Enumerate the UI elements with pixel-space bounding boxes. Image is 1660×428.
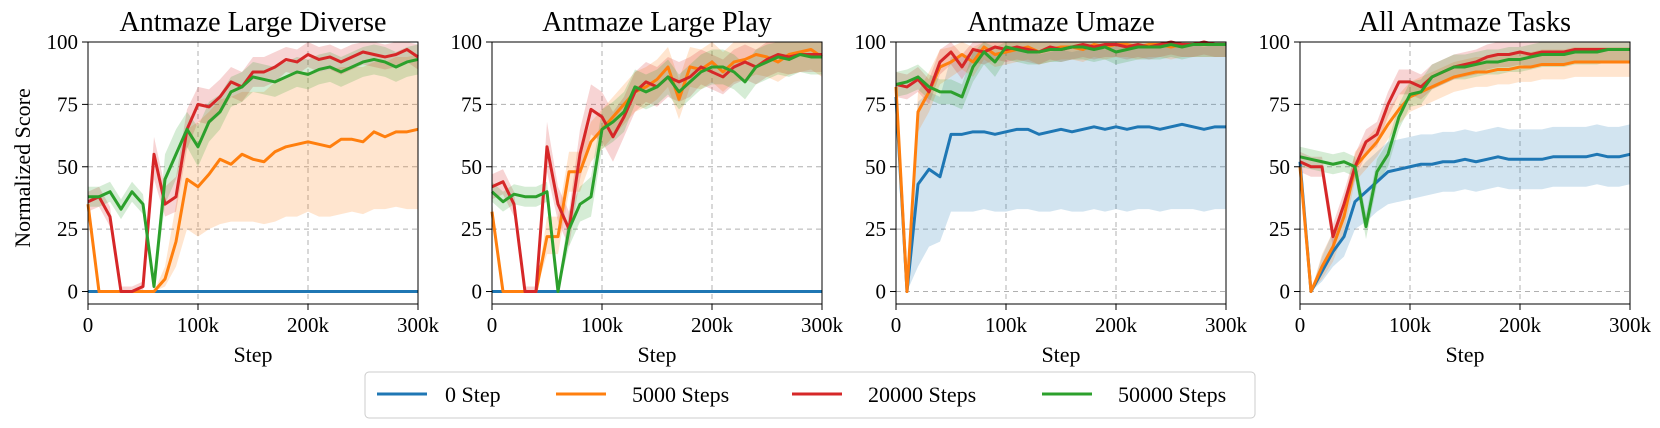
band-20000-steps	[492, 42, 822, 292]
x-tick-label-100k: 100k	[985, 313, 1028, 337]
legend-entry-5000-steps: 5000 Steps	[556, 382, 729, 407]
y-tick-label-0: 0	[472, 280, 483, 304]
y-tick-label-50: 50	[461, 155, 482, 179]
line-0-step	[1298, 152, 1631, 294]
chart-panels: Antmaze Large Diverse 0 25 50 75 100 0 100k 200k…	[47, 7, 1652, 367]
line-5000-steps	[490, 47, 823, 294]
chart-title: Antmaze Umaze	[967, 7, 1154, 38]
band-0-step	[896, 42, 1226, 292]
y-tick-label-25: 25	[865, 217, 886, 241]
line-50000-steps	[88, 57, 419, 289]
line-5000-steps	[894, 43, 1226, 294]
y-tick-label-50: 50	[865, 155, 886, 179]
y-tick-label-0: 0	[1280, 280, 1291, 304]
x-tick-label-0: 0	[487, 313, 498, 337]
y-tick-label-75: 75	[1269, 92, 1290, 116]
y-tick-label-25: 25	[461, 217, 482, 241]
x-tick-label-200k: 200k	[691, 313, 734, 337]
x-axis-label: Step	[1041, 342, 1080, 367]
legend-label-50000-steps: 50000 Steps	[1118, 382, 1226, 407]
y-tick-label-25: 25	[57, 217, 78, 241]
legend-label-0-step: 0 Step	[445, 382, 501, 407]
y-tick-label-50: 50	[1269, 155, 1290, 179]
x-tick-label-0: 0	[1295, 313, 1306, 337]
y-tick-label-0: 0	[876, 280, 887, 304]
x-tick-label-0: 0	[891, 313, 902, 337]
band-0-step	[1300, 124, 1630, 292]
line-50000-steps	[490, 52, 822, 294]
line-50000-steps	[1299, 47, 1630, 229]
x-tick-label-200k: 200k	[1499, 313, 1542, 337]
line-5000-steps	[86, 127, 419, 294]
band-50000-steps	[492, 42, 822, 292]
y-tick-label-75: 75	[57, 92, 78, 116]
chart-all-antmaze-tasks: All Antmaze Tasks 0 25 50 75 100 0 100k 200k 300k…	[1259, 7, 1652, 367]
legend-entry-20000-steps: 20000 Steps	[792, 382, 976, 407]
legend-label-5000-steps: 5000 Steps	[632, 382, 729, 407]
x-tick-label-300k: 300k	[801, 313, 844, 337]
line-50000-steps	[895, 43, 1226, 99]
chart-title: Antmaze Large Diverse	[120, 7, 387, 38]
plot-frame	[87, 41, 419, 305]
y-tick-label-75: 75	[461, 92, 482, 116]
chart-title: Antmaze Large Play	[542, 7, 772, 38]
band-5000-steps	[492, 42, 822, 292]
chart-title: All Antmaze Tasks	[1359, 7, 1571, 38]
y-tick-label-75: 75	[865, 92, 886, 116]
legend-label-20000-steps: 20000 Steps	[868, 382, 976, 407]
plot-frame	[1299, 41, 1631, 305]
x-tick-label-300k: 300k	[1609, 313, 1652, 337]
chart-antmaze-large-play: Antmaze Large Play 0 25 50 75 100 0 100k 200k 300…	[451, 7, 844, 367]
x-tick-label-300k: 300k	[397, 313, 440, 337]
y-tick-label-100: 100	[451, 30, 483, 54]
legend: 0 Step 5000 Steps 20000 Steps 50000 Step…	[364, 371, 1256, 419]
y-tick-label-100: 100	[47, 30, 79, 54]
band-50000-steps	[88, 44, 418, 292]
line-0-step	[894, 96, 1226, 294]
x-axis-label: Step	[637, 342, 676, 367]
y-tick-label-100: 100	[855, 30, 887, 54]
y-tick-label-0: 0	[68, 280, 79, 304]
plot-frame	[895, 41, 1227, 305]
x-tick-label-200k: 200k	[287, 313, 330, 337]
chart-antmaze-large-diverse: Antmaze Large Diverse 0 25 50 75 100 0 100k 200k…	[47, 7, 440, 367]
band-5000-steps	[88, 54, 418, 292]
x-axis-label: Step	[1445, 342, 1484, 367]
band-5000-steps	[1300, 46, 1630, 292]
x-axis-label: Step	[233, 342, 272, 367]
legend-entry-0-step: 0 Step	[377, 382, 501, 407]
x-tick-label-300k: 300k	[1205, 313, 1248, 337]
y-tick-label-50: 50	[57, 155, 78, 179]
y-axis-label: Normalized Score	[10, 88, 35, 247]
y-tick-label-100: 100	[1259, 30, 1291, 54]
line-20000-steps	[87, 47, 419, 294]
x-tick-label-100k: 100k	[177, 313, 220, 337]
y-tick-label-25: 25	[1269, 217, 1290, 241]
x-tick-label-100k: 100k	[1389, 313, 1432, 337]
x-tick-label-200k: 200k	[1095, 313, 1138, 337]
x-tick-label-0: 0	[83, 313, 94, 337]
chart-antmaze-umaze: Antmaze Umaze 0 25 50 75 100 0 100k 200k 300k Step	[855, 7, 1248, 367]
plot-frame	[491, 41, 823, 305]
legend-entry-50000-steps: 50000 Steps	[1042, 382, 1226, 407]
x-tick-label-100k: 100k	[581, 313, 624, 337]
